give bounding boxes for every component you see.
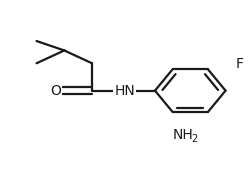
Text: F: F	[235, 57, 243, 71]
Text: HN: HN	[114, 84, 135, 98]
Text: 2: 2	[191, 134, 197, 143]
Text: NH: NH	[173, 128, 193, 142]
Text: O: O	[50, 84, 61, 98]
